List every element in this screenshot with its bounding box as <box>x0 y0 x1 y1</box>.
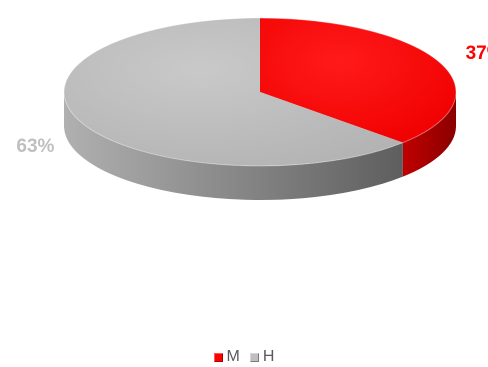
legend-swatch-h <box>249 352 259 362</box>
pie-side-m <box>402 92 456 177</box>
legend-label-m: M <box>226 348 240 365</box>
pie-slice-m <box>260 18 457 143</box>
pie-slice-h <box>64 18 403 166</box>
pie-side-h <box>63 92 403 201</box>
legend: M H <box>0 348 488 366</box>
legend-item-m: M <box>213 348 240 366</box>
pie-rim <box>63 17 457 167</box>
data-label-m: 37% <box>466 43 488 64</box>
legend-swatch-m <box>213 352 223 362</box>
legend-label-h: H <box>262 348 275 365</box>
data-label-h: 63% <box>16 136 54 157</box>
legend-item-h: H <box>249 348 275 366</box>
